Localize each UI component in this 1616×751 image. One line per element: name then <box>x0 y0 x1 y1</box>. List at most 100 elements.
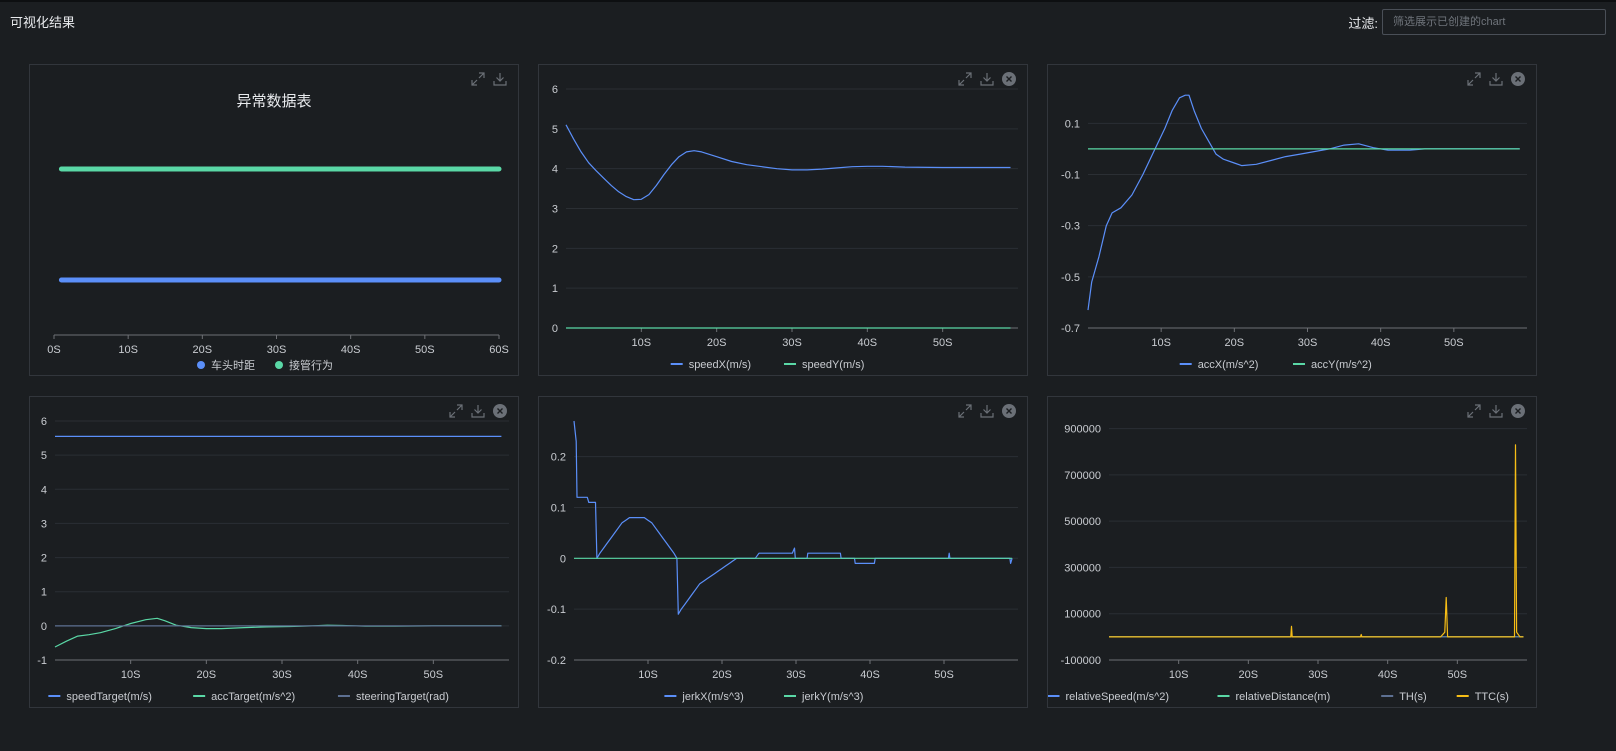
legend-label: 接管行为 <box>289 358 333 372</box>
y-tick-label: 3 <box>41 518 47 530</box>
y-tick-label: 0.1 <box>551 502 566 514</box>
legend-label: accY(m/s^2) <box>1311 359 1372 371</box>
download-icon[interactable] <box>979 71 995 87</box>
chart-svg: 0.1 -0.1 -0.3 -0.5 -0.7 10S 20S 30S 40S 50S accX(m… <box>1061 94 1527 371</box>
y-tick-label: 0.2 <box>551 452 566 464</box>
expand-icon[interactable] <box>448 403 464 419</box>
expand-icon[interactable] <box>957 71 973 87</box>
y-tick-label: 900000 <box>1064 424 1101 436</box>
legend-label: TTC(s) <box>1475 691 1509 703</box>
close-icon[interactable] <box>1001 71 1017 87</box>
y-tick-label: 6 <box>41 416 47 428</box>
download-icon[interactable] <box>979 403 995 419</box>
y-tick-label: 5 <box>552 124 558 136</box>
x-tick-label: 50S <box>424 669 444 681</box>
x-tick-label: 10S <box>632 337 652 349</box>
y-tick-label: 0 <box>560 553 566 565</box>
legend-label: relativeSpeed(m/s^2) <box>1066 691 1170 703</box>
y-tick-label: 1 <box>41 587 47 599</box>
download-icon[interactable] <box>1488 71 1504 87</box>
expand-icon[interactable] <box>470 71 486 87</box>
y-tick-label: -0.1 <box>1061 170 1080 182</box>
y-tick-label: 0 <box>552 323 558 335</box>
legend-item[interactable]: 车头时距 <box>197 358 255 372</box>
top-border <box>0 0 1616 2</box>
close-icon[interactable] <box>1510 403 1526 419</box>
x-tick-label: 0S <box>47 344 60 356</box>
expand-icon[interactable] <box>1466 403 1482 419</box>
expand-icon[interactable] <box>1466 71 1482 87</box>
chart-panel-acc: 0.1 -0.1 -0.3 -0.5 -0.7 10S 20S 30S 40S 50S accX(m… <box>1047 64 1537 376</box>
download-icon[interactable] <box>492 71 508 87</box>
legend-item[interactable]: relativeSpeed(m/s^2) <box>1048 691 1169 703</box>
x-tick-label: 50S <box>1444 337 1464 349</box>
legend-label: accX(m/s^2) <box>1198 359 1259 371</box>
y-tick-label: 2 <box>552 243 558 255</box>
legend-item[interactable]: speedX(m/s) <box>670 359 751 371</box>
chart-svg: 0.2 0.1 0 -0.1 -0.2 10S 20S 30S 40S 50S jerkX(m/s^… <box>547 420 1018 703</box>
x-tick-label: 30S <box>272 669 292 681</box>
legend-label: relativeDistance(m) <box>1236 691 1331 703</box>
legend-label: jerkX(m/s^3) <box>681 691 743 703</box>
legend-marker <box>197 361 205 369</box>
legend-item[interactable]: accY(m/s^2) <box>1293 359 1372 371</box>
x-tick-label: 10S <box>118 344 138 356</box>
series-line <box>54 617 502 648</box>
x-tick-label: 40S <box>341 344 361 356</box>
legend-label: TH(s) <box>1399 691 1427 703</box>
y-tick-label: -0.1 <box>547 604 566 616</box>
x-tick-label: 60S <box>489 344 509 356</box>
legend-item[interactable]: jerkX(m/s^3) <box>664 691 744 703</box>
x-tick-label: 10S <box>1169 669 1189 681</box>
legend-label: jerkY(m/s^3) <box>801 691 863 703</box>
x-tick-label: 40S <box>1371 337 1391 349</box>
download-icon[interactable] <box>470 403 486 419</box>
close-icon[interactable] <box>1001 403 1017 419</box>
legend-label: speedX(m/s) <box>689 359 751 371</box>
chart-toolbar <box>957 71 1017 87</box>
chart-toolbar <box>957 403 1017 419</box>
y-tick-label: 500000 <box>1064 516 1101 528</box>
legend-item[interactable]: accTarget(m/s^2) <box>193 691 295 703</box>
x-tick-label: 20S <box>1225 337 1245 349</box>
x-tick-label: 30S <box>786 669 806 681</box>
x-tick-label: 40S <box>348 669 368 681</box>
legend-label: 车头时距 <box>211 358 255 372</box>
chart-svg: 0 1 2 3 4 5 6 10S 20S 30S 40S 50S speedX(m/s) speedY(… <box>552 84 1018 371</box>
download-icon[interactable] <box>1488 403 1504 419</box>
y-tick-label: 5 <box>41 450 47 462</box>
x-tick-label: 30S <box>1308 669 1328 681</box>
legend-item[interactable]: relativeDistance(m) <box>1217 691 1331 703</box>
y-tick-label: 3 <box>552 204 558 216</box>
legend-marker <box>275 361 283 369</box>
legend-item[interactable]: steeringTarget(rad) <box>337 691 449 703</box>
x-tick-label: 20S <box>1239 669 1259 681</box>
close-icon[interactable] <box>492 403 508 419</box>
y-tick-label: -1 <box>37 655 47 667</box>
filter-input[interactable] <box>1382 9 1606 35</box>
chart-svg: -1 0 1 2 3 4 5 6 10S 20S 30S 40S 50S speedTarget(m/s)… <box>37 416 509 703</box>
legend-label: accTarget(m/s^2) <box>211 691 295 703</box>
x-tick-label: 50S <box>934 669 954 681</box>
filter-bar: 过滤: <box>1348 9 1606 35</box>
y-tick-label: -100000 <box>1061 655 1101 667</box>
legend-item[interactable]: TH(s) <box>1381 691 1427 703</box>
close-icon[interactable] <box>1510 71 1526 87</box>
legend-item[interactable]: jerkY(m/s^3) <box>784 691 863 703</box>
legend-item[interactable]: accX(m/s^2) <box>1179 359 1259 371</box>
chart-svg: 900000 700000 500000 300000 100000 -100000 10S… <box>1048 424 1527 703</box>
legend-item[interactable]: 接管行为 <box>275 358 333 372</box>
expand-icon[interactable] <box>957 403 973 419</box>
x-tick-label: 40S <box>858 337 878 349</box>
legend-item[interactable]: speedY(m/s) <box>784 359 864 371</box>
chart-toolbar <box>1466 403 1526 419</box>
legend-label: steeringTarget(rad) <box>356 691 449 703</box>
x-tick-label: 20S <box>193 344 213 356</box>
legend-item[interactable]: speedTarget(m/s) <box>48 691 152 703</box>
series-line <box>1087 94 1520 311</box>
y-tick-label: 100000 <box>1064 609 1101 621</box>
chart-toolbar <box>470 71 508 87</box>
chart-panel-speed: 0 1 2 3 4 5 6 10S 20S 30S 40S 50S speedX(m/s) speedY(… <box>538 64 1028 376</box>
legend-item[interactable]: TTC(s) <box>1456 691 1509 703</box>
legend-label: speedTarget(m/s) <box>66 691 152 703</box>
